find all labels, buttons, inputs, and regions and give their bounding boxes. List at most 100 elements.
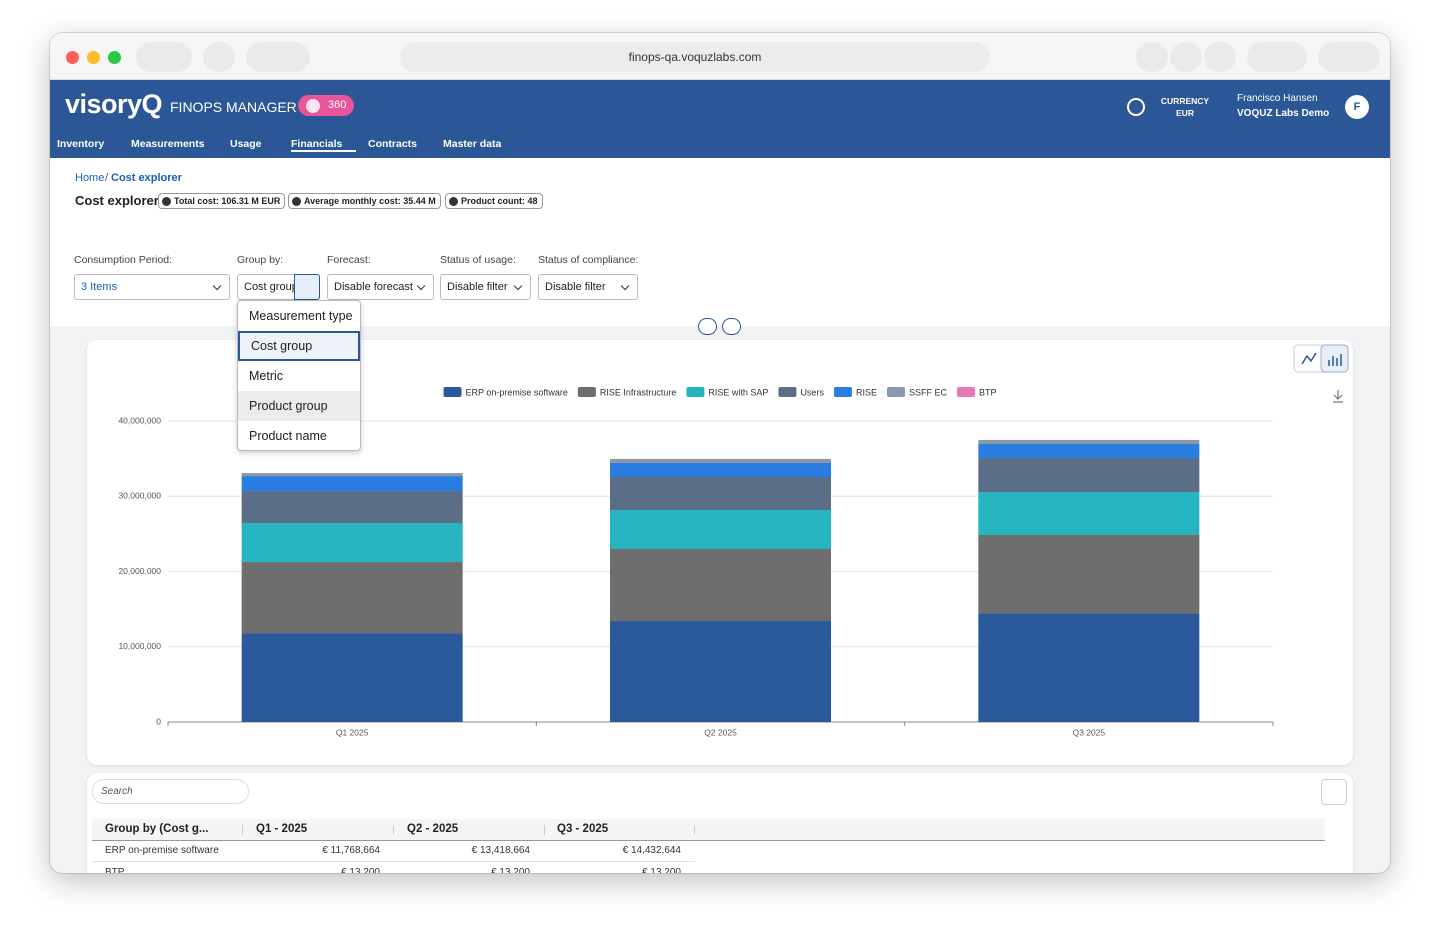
bar-segment: [610, 476, 831, 511]
nav-item[interactable]: Master data: [443, 138, 502, 150]
bar-segment: [241, 476, 463, 492]
tabs-button[interactable]: [1318, 42, 1380, 72]
stat-badge: Product count: 48: [445, 193, 543, 209]
bar-view-button[interactable]: [1320, 344, 1349, 373]
filter-label: Status of compliance:: [538, 254, 639, 266]
search-input[interactable]: Search: [92, 779, 249, 804]
legend-label: ERP on-premise software: [466, 387, 568, 397]
column-header: Q1 - 2025: [256, 823, 308, 835]
nav-item[interactable]: Inventory: [57, 138, 105, 150]
bar-segment: [978, 444, 1200, 459]
bar-view-icon: [1328, 354, 1342, 366]
browser-window: finops-qa.voquzlabs.com visoryQ FINOPS M…: [50, 33, 1390, 873]
nav-item[interactable]: Financials: [291, 138, 357, 152]
print-button[interactable]: [1170, 42, 1202, 72]
legend-swatch: [833, 387, 852, 397]
row-divider: [92, 861, 695, 862]
column-header: Q3 - 2025: [557, 823, 609, 835]
nav-item[interactable]: Measurements: [131, 138, 205, 150]
legend-label: RISE with SAP: [708, 387, 768, 397]
split-button[interactable]: [294, 274, 320, 300]
home-button[interactable]: [203, 42, 235, 72]
currency-icon[interactable]: [1127, 98, 1145, 116]
legend-label: RISE: [856, 387, 877, 397]
legend-swatch: [956, 387, 975, 397]
currency: EUR: [1176, 108, 1194, 118]
text-size[interactable]: [1247, 42, 1307, 72]
logo[interactable]: visoryQ: [65, 89, 163, 119]
stat-badge: Average monthly cost: 35.44 M: [288, 193, 441, 209]
table-cell: € 13,200: [491, 867, 530, 873]
stat-icon: [449, 197, 458, 206]
pin-button[interactable]: [722, 318, 741, 335]
app-name: FINOPS MANAGER: [170, 99, 297, 115]
legend-swatch: [778, 387, 797, 397]
bar-segment: [610, 621, 831, 722]
bar-segment: [978, 613, 1200, 722]
sidebar-button[interactable]: [136, 42, 192, 72]
dropdown-option[interactable]: Cost group: [238, 331, 360, 361]
bar-segment: [241, 491, 463, 524]
legend-swatch: [577, 387, 596, 397]
filter-label: Group by:: [237, 254, 284, 266]
x-tick-label: Q1 2025: [336, 727, 369, 737]
table-cell: € 13,418,664: [471, 845, 530, 856]
bar-segment: [610, 510, 831, 550]
address-bar[interactable]: finops-qa.voquzlabs.com: [400, 42, 990, 72]
x-tick-label: Q3 2025: [1073, 727, 1106, 737]
column-divider: [242, 825, 243, 835]
bar-segment: [241, 523, 463, 563]
y-tick-label: 0: [156, 716, 161, 726]
breadcrumb-separator: /: [105, 172, 109, 184]
filter-select[interactable]: Disable forecast: [327, 274, 434, 300]
column-header: Q2 - 2025: [407, 823, 459, 835]
filter-select[interactable]: Disable filter: [538, 274, 638, 300]
nav-item[interactable]: Usage: [230, 138, 262, 150]
table-download[interactable]: [1321, 779, 1347, 805]
y-tick-label: 30,000,000: [118, 491, 161, 501]
currency-label: CURRENCY: [1160, 96, 1210, 106]
share-button[interactable]: [1136, 42, 1168, 72]
browser-toolbar: finops-qa.voquzlabs.com: [50, 33, 1390, 80]
breadcrumb-home[interactable]: Home: [75, 172, 105, 184]
zoom-button[interactable]: [108, 51, 121, 64]
close-button[interactable]: [66, 51, 79, 64]
x-tick-label: Q2 2025: [704, 727, 737, 737]
table-cell: € 11,768,664: [322, 845, 380, 856]
avatar[interactable]: F: [1345, 95, 1369, 119]
bar-segment: [241, 633, 463, 722]
filter-label: Status of usage:: [440, 254, 516, 266]
bar-segment: [241, 473, 463, 477]
filter-select[interactable]: Disable filter: [440, 274, 531, 300]
collapse-button[interactable]: [698, 318, 717, 335]
bookmark-button[interactable]: [1204, 42, 1236, 72]
stat-icon: [292, 197, 301, 206]
y-tick-label: 10,000,000: [118, 641, 161, 651]
dropdown-option[interactable]: Product name: [249, 429, 327, 443]
org-name: VOQUZ Labs Demo: [1237, 108, 1330, 119]
legend-swatch: [443, 387, 462, 397]
legend-swatch: [686, 387, 705, 397]
dropdown-option[interactable]: Product group: [238, 391, 360, 421]
bar-segment: [978, 440, 1200, 445]
stat-icon: [162, 197, 171, 206]
chart: 0 10,000,000 20,000,000 30,000,000 40,000,00…: [118, 344, 1349, 737]
line-view-icon: [1301, 352, 1317, 365]
legend-label: Users: [800, 387, 824, 397]
table-cell: BTP: [105, 867, 125, 873]
table-cell: € 13,200: [341, 867, 380, 873]
bar-segment: [978, 492, 1200, 535]
filter-select[interactable]: 3 Items: [74, 274, 230, 300]
chart-download[interactable]: [1333, 390, 1343, 403]
nav-item[interactable]: Contracts: [368, 138, 418, 150]
y-tick-label: 40,000,000: [118, 415, 161, 425]
dropdown-option[interactable]: Metric: [249, 369, 284, 383]
dropdown-option[interactable]: Measurement type: [249, 309, 353, 323]
badge-icon: [306, 99, 320, 113]
bar-segment: [610, 459, 831, 463]
minimize-button[interactable]: [87, 51, 100, 64]
back-forward[interactable]: [246, 42, 310, 72]
legend-label: RISE Infrastructure: [600, 387, 677, 397]
app-header: visoryQ FINOPS MANAGER 360 CURRENCY EUR …: [50, 80, 1390, 158]
